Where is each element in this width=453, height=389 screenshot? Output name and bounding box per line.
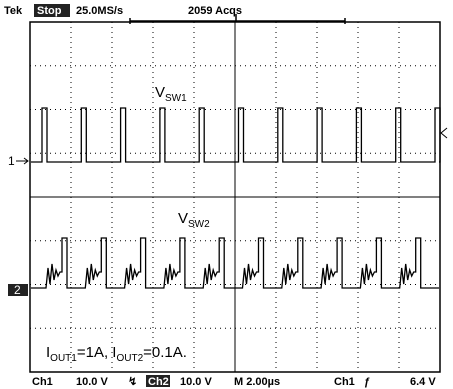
ch2-scale: 10.0 V [180, 376, 212, 388]
trace-marker: 1 [8, 154, 15, 168]
trigger-slope: ƒ [364, 376, 370, 388]
ch1: Ch1 [32, 376, 53, 388]
ch2: Ch2 [148, 376, 169, 388]
timebase: M 2.00µs [234, 376, 280, 388]
trace-marker: 2 [14, 283, 21, 297]
sample-rate: 25.0MS/s [76, 5, 123, 17]
coupling-icon: ↯ [128, 376, 137, 388]
scope-screen: Tek Stop 25.0MS/s 2059 Acqs 1 2 VSW1 VSW… [0, 0, 453, 389]
acquisitions: 2059 Acqs [188, 5, 242, 17]
brand: Tek [4, 5, 23, 17]
trigger-source: Ch1 [334, 376, 355, 388]
state: Stop [37, 5, 62, 17]
page: Tek Stop 25.0MS/s 2059 Acqs 1 2 VSW1 VSW… [0, 0, 453, 389]
ch1-scale: 10.0 V [76, 376, 108, 388]
trigger-level: 6.4 V [410, 376, 436, 388]
background [0, 0, 453, 389]
